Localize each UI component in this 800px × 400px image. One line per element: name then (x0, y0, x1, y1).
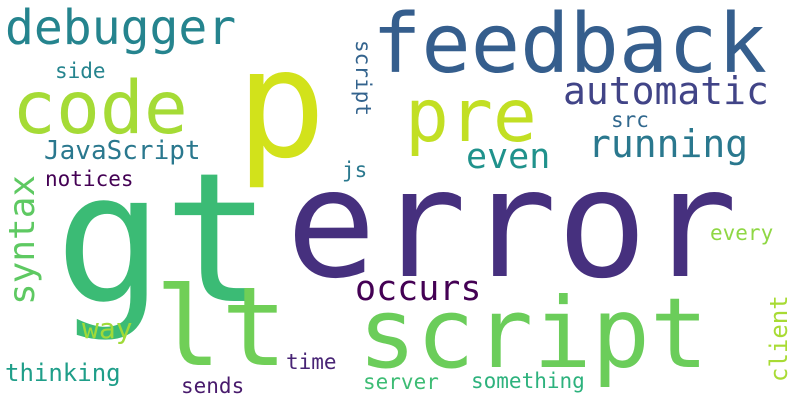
word-thinking: thinking (5, 359, 121, 387)
word-server: server (363, 370, 439, 394)
word-js: js (342, 158, 368, 182)
word-even: even (466, 137, 551, 177)
word-lt: lt (155, 263, 288, 391)
word-sends: sends (181, 374, 245, 398)
word-src: src (611, 108, 649, 132)
word-script-large: script (358, 277, 709, 390)
word-automatic: automatic (563, 69, 769, 113)
word-debugger: debugger (5, 0, 237, 56)
word-gt: gt (55, 135, 272, 344)
word-running: running (588, 122, 749, 166)
word-occurs: occurs (355, 269, 482, 309)
word-way: way (82, 312, 133, 345)
word-script-vertical: script (351, 40, 375, 116)
word-syntax: syntax (2, 174, 43, 305)
word-something: something (471, 369, 585, 393)
word-pre: pre (405, 74, 537, 159)
word-notices: notices (45, 167, 134, 191)
word-every: every (710, 221, 774, 245)
word-code: code (12, 66, 188, 151)
word-p: p (236, 18, 327, 192)
word-error: error (286, 138, 738, 312)
word-client: client (765, 295, 793, 382)
word-feedback: feedback (372, 0, 767, 92)
word-side: side (55, 59, 106, 83)
word-time: time (286, 350, 337, 374)
word-javascript: JavaScript (44, 136, 201, 166)
